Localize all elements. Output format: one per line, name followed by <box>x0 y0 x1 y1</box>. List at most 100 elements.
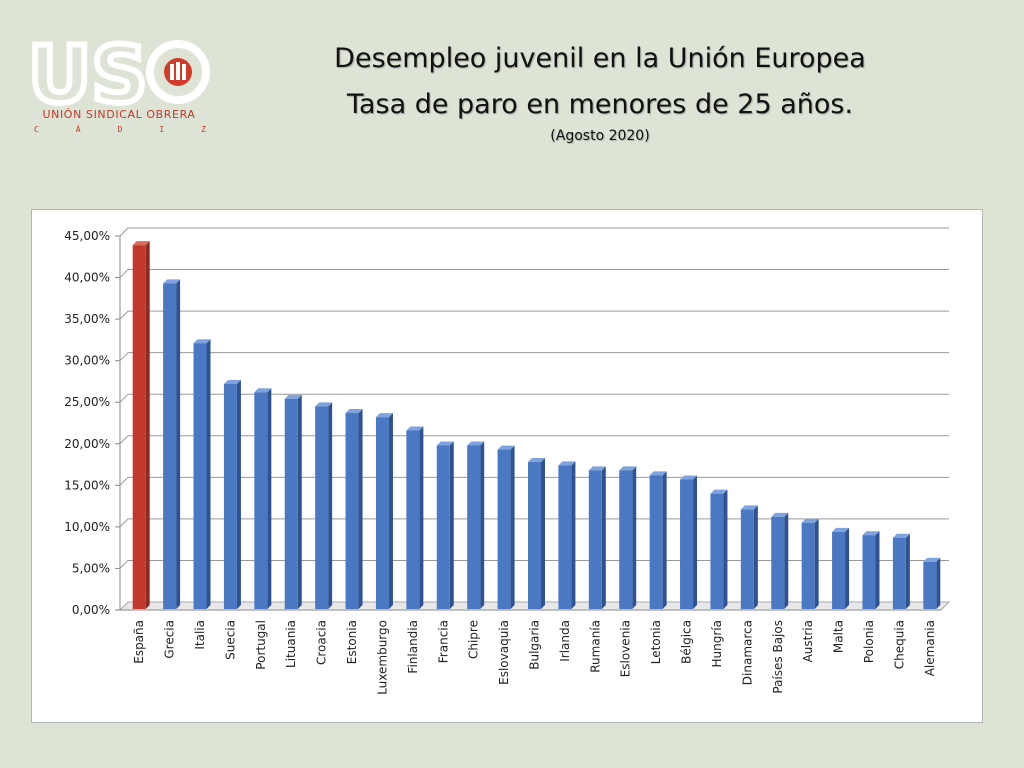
uso-logo-letters: US <box>28 34 148 112</box>
x-tick-label: Grecia <box>163 620 177 659</box>
bar <box>801 522 815 609</box>
gridline-depth <box>119 393 129 403</box>
bar-top <box>497 445 515 450</box>
y-tick-label: 20,00% <box>64 437 110 451</box>
bar-side <box>449 441 454 609</box>
bar <box>163 283 177 609</box>
y-tick-label: 10,00% <box>64 520 110 534</box>
title-line-2: Tasa de paro en menores de 25 años. <box>346 89 854 120</box>
bar <box>680 479 694 609</box>
bar-highlight <box>132 245 146 610</box>
bar-chart: 0,00% 5,00% 10,00% 15,00% 20,00% 25,00% 30,00%… <box>64 227 951 695</box>
x-tick-label: Chipre <box>467 620 481 659</box>
bar <box>193 343 207 609</box>
bar <box>528 462 541 609</box>
bar-top <box>740 505 758 510</box>
bar-side <box>206 339 211 609</box>
x-tick-label: Chequia <box>892 620 906 669</box>
bar <box>406 430 420 609</box>
bar-top <box>680 475 698 480</box>
bar-top <box>588 466 606 471</box>
x-tick-label: Hungría <box>710 620 724 667</box>
y-tick-label: 25,00% <box>64 395 110 409</box>
bar <box>345 413 359 609</box>
bar-top <box>771 512 789 517</box>
x-tick-label: Dinamarca <box>740 620 754 685</box>
bar-top <box>801 518 819 523</box>
x-tick-label: Italia <box>193 620 207 650</box>
x-tick-label: Lituania <box>284 620 298 668</box>
bar-top <box>619 466 637 471</box>
gridline-depth <box>119 269 129 278</box>
logo-region-letter: I <box>159 125 165 134</box>
bar-top <box>406 426 424 431</box>
logo-region: C Á D I Z <box>34 125 206 134</box>
x-tick-label: Irlanda <box>558 620 572 662</box>
bar-side <box>753 505 758 609</box>
x-tick-label: Letonia <box>649 620 663 664</box>
gridline-depth <box>119 352 129 362</box>
bar-side <box>480 441 485 609</box>
y-tick-label: 0,00% <box>72 603 110 617</box>
title-subtitle: (Agosto 2020) <box>550 128 650 144</box>
bar <box>832 531 846 609</box>
bar <box>740 509 754 609</box>
x-tick-label: Rumanía <box>588 620 602 673</box>
bar-top <box>284 394 302 399</box>
bar-side <box>723 489 728 609</box>
bar-side <box>875 531 880 609</box>
bar-top <box>528 458 545 463</box>
x-tick-label: Eslovenia <box>619 620 633 677</box>
bar-side <box>328 402 333 609</box>
slide-title-block: Desempleo juvenil en la Unión Europea Ta… <box>290 36 910 144</box>
y-tick-label: 5,00% <box>72 561 110 575</box>
x-tick-label: Bulgaria <box>528 620 542 670</box>
logo-region-letter: D <box>117 125 123 134</box>
bar-top <box>193 339 211 344</box>
uso-logo-graphic: US <box>25 28 210 124</box>
bar-side <box>236 379 241 609</box>
x-tick-label: Eslovaquia <box>497 620 511 685</box>
bar-side <box>267 388 272 609</box>
title-line-1: Desempleo juvenil en la Unión Europea <box>334 43 866 74</box>
bar-side <box>510 445 515 609</box>
bar <box>315 406 329 609</box>
bar-top <box>345 409 363 414</box>
x-tick-label: Malta <box>832 620 846 653</box>
x-tick-label: Finlandia <box>406 620 420 674</box>
bar-side <box>814 518 819 609</box>
y-tick-label: 15,00% <box>64 478 110 492</box>
bar-side <box>358 409 363 609</box>
bar <box>649 475 663 609</box>
bar <box>923 561 937 609</box>
x-tick-label: Portugal <box>254 620 268 670</box>
logo-region-letter: Z <box>201 125 206 134</box>
logo-region-letter: C <box>34 125 39 134</box>
x-tick-label: Luxemburgo <box>375 620 389 695</box>
bar-top <box>254 388 272 393</box>
logo-ring <box>146 40 210 104</box>
bar-side <box>632 466 637 609</box>
chart-panel: 0,00% 5,00% 10,00% 15,00% 20,00% 25,00% 30,00%… <box>31 209 983 723</box>
bar <box>558 465 572 609</box>
bar-side <box>845 527 850 609</box>
bar <box>588 470 602 609</box>
x-tick-label: Croacia <box>315 620 329 665</box>
bar-side <box>388 413 393 609</box>
bar-top <box>649 471 667 476</box>
bar-side <box>784 512 789 609</box>
bar <box>771 516 785 609</box>
bar-top <box>892 533 910 538</box>
x-tick-label: España <box>132 620 146 664</box>
bar-top <box>163 279 181 284</box>
y-tick-label: 30,00% <box>64 354 110 368</box>
bar <box>375 417 389 609</box>
gridline-depth <box>119 435 129 445</box>
bar-side <box>662 471 667 609</box>
x-tick-label: Países Bajos <box>771 620 785 694</box>
bar-top <box>132 241 150 246</box>
logo-region-letter: Á <box>75 125 81 134</box>
x-tick-label: Austria <box>801 620 815 662</box>
uso-logo: US UNIÓN SINDICAL OBRERA C Á D I Z <box>25 28 218 144</box>
x-tick-label: Francia <box>436 620 450 663</box>
